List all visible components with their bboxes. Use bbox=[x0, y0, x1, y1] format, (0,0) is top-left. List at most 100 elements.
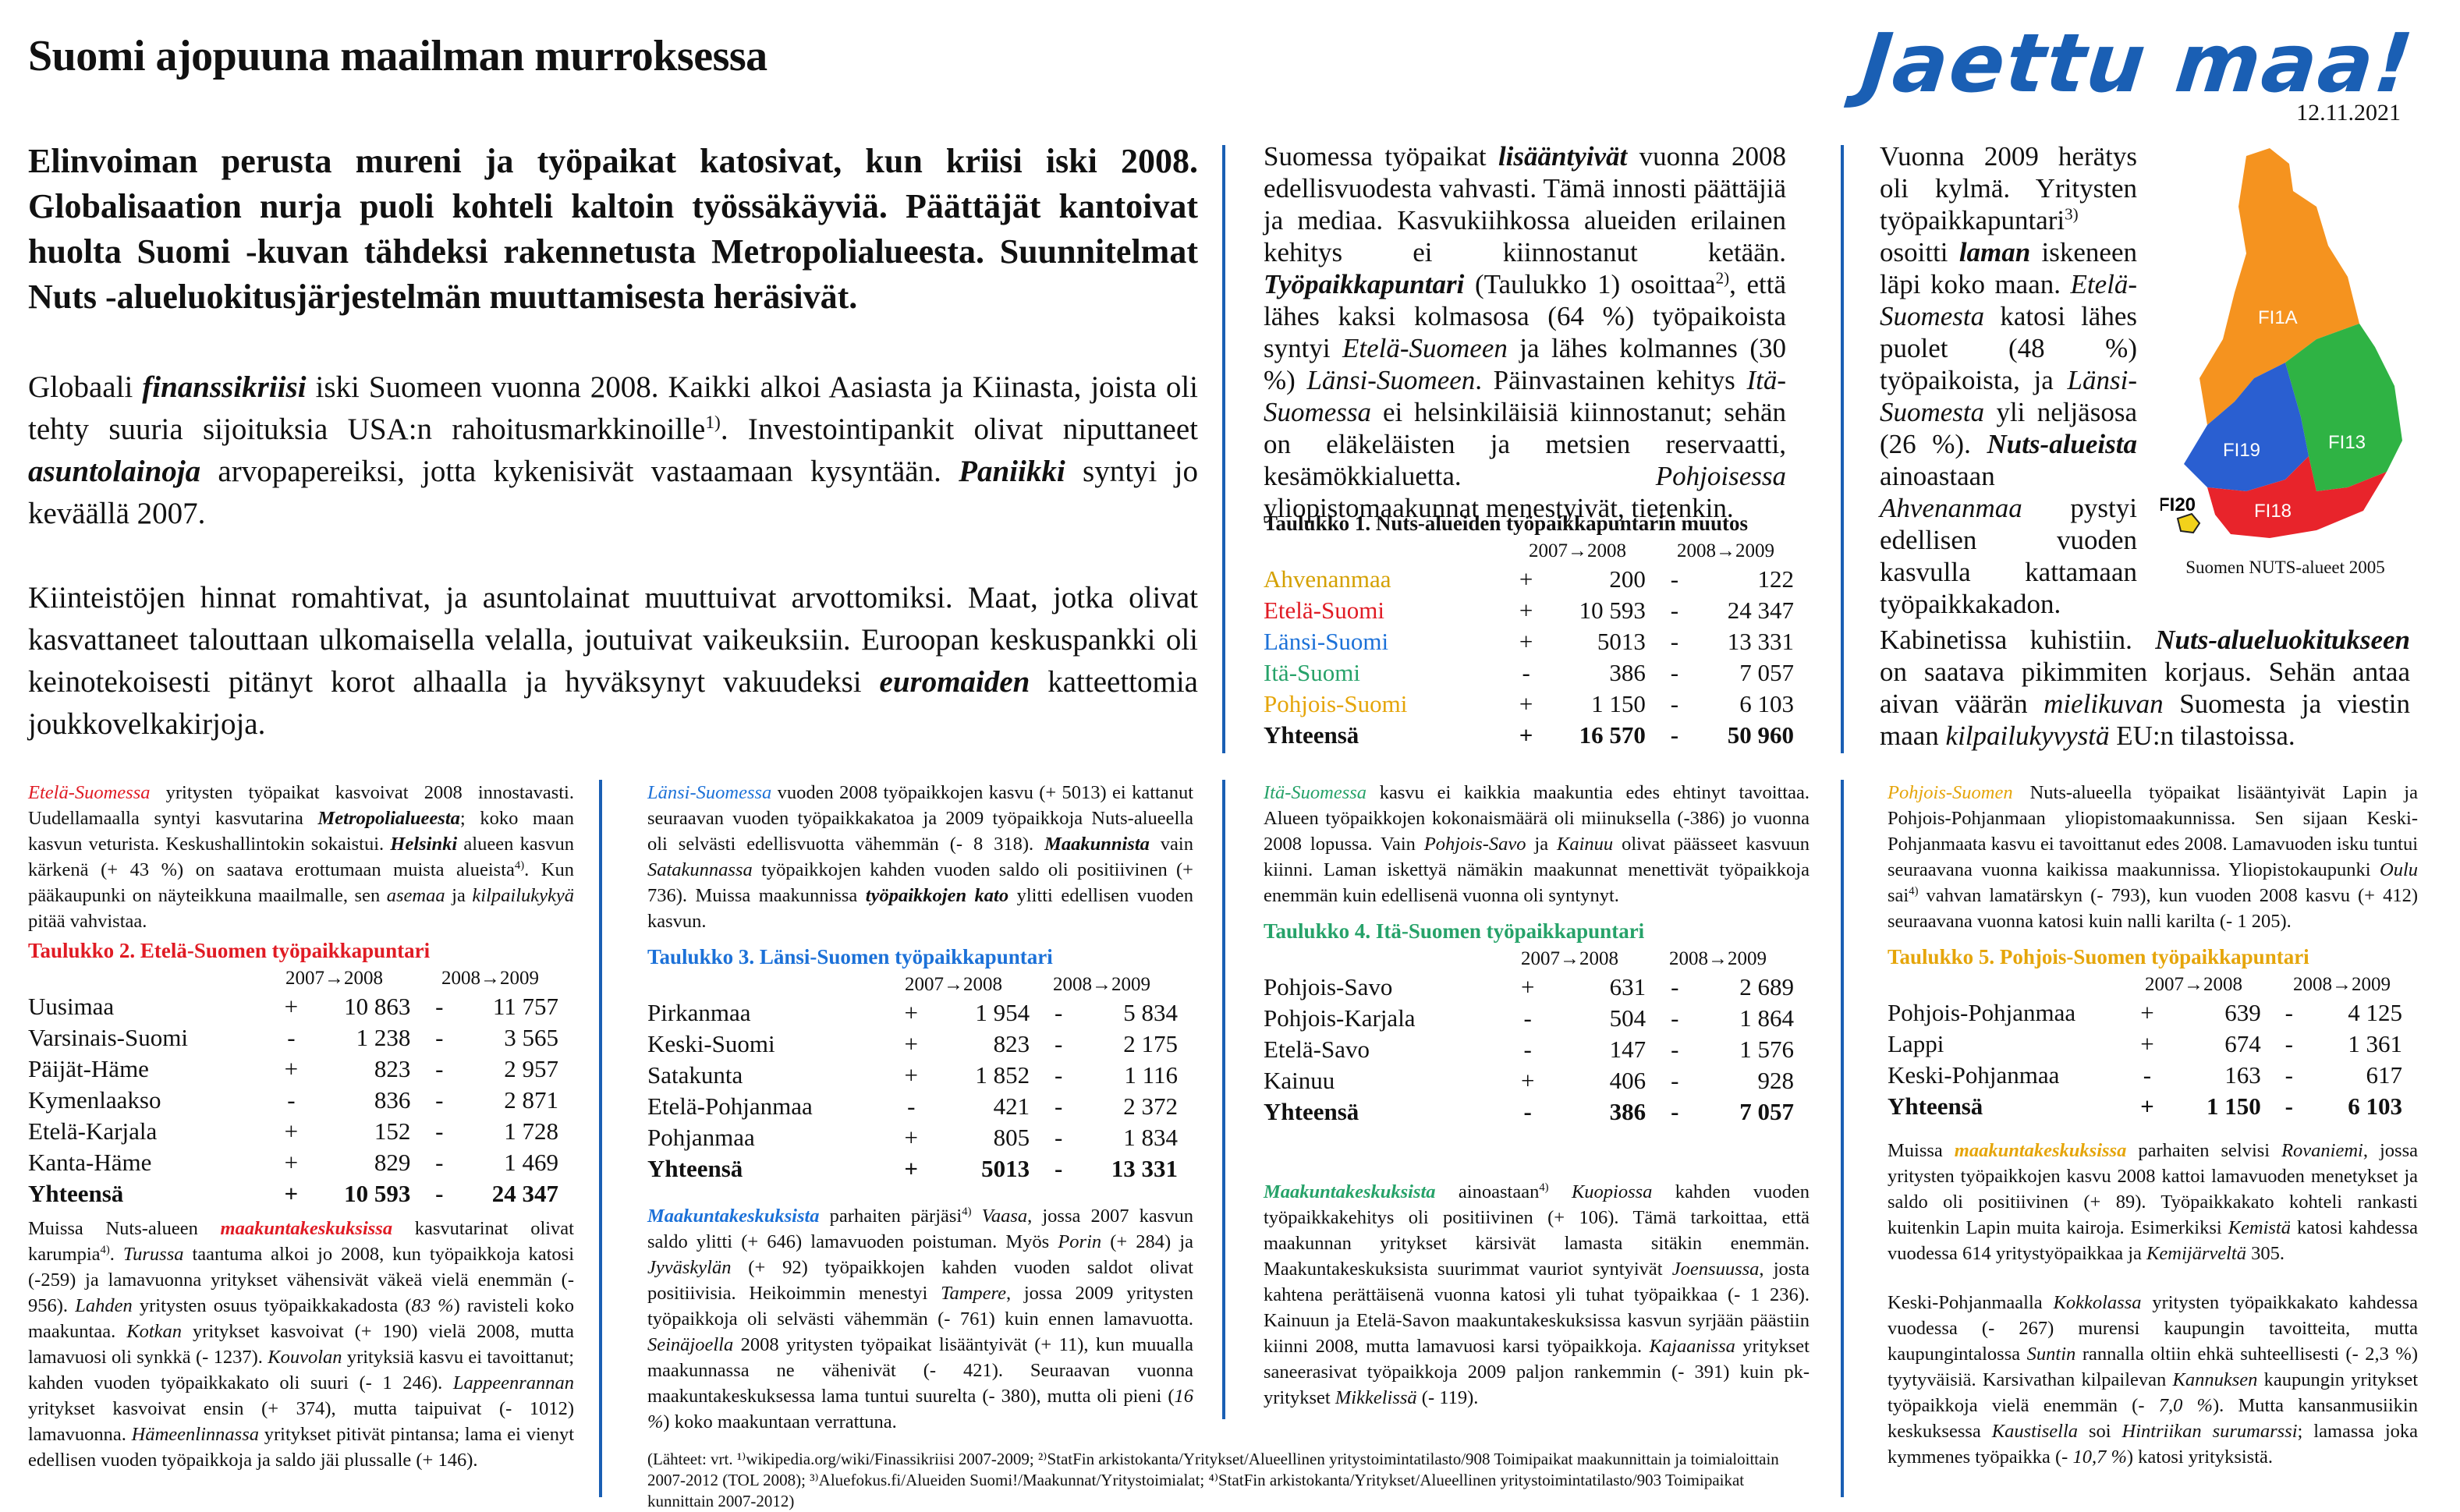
table-cell: 10 863 bbox=[344, 993, 411, 1020]
divider bbox=[1222, 780, 1225, 1419]
table-cell: 24 347 bbox=[491, 1180, 558, 1207]
intro-paragraph-1: Globaali finanssikriisi iski Suomeen vuo… bbox=[28, 370, 1199, 530]
table-row: Itä-Suomi -386-7 057 bbox=[1264, 657, 1810, 689]
table-cell: - bbox=[2285, 999, 2293, 1026]
north-intro: Pohjois-Suomen Nuts-alueella työpaikat l… bbox=[1888, 782, 2418, 932]
logo: Jaettu maa! bbox=[1856, 16, 2419, 111]
table-cell: - bbox=[435, 1024, 444, 1051]
table-row: Pohjois-Pohjanmaa +639- 4 125 bbox=[1888, 997, 2418, 1029]
nuts-map: FI1A FI13 FI19 FI18 FI20 Suomen NUTS-alu… bbox=[2158, 144, 2410, 581]
table-cell: - bbox=[1522, 659, 1530, 686]
table-cell: Pohjois-Karjala bbox=[1264, 1004, 1416, 1032]
table-cell: - bbox=[2285, 1092, 2293, 1120]
south-outro: Muissa Nuts-alueen maakuntakeskuksissa k… bbox=[28, 1218, 575, 1471]
table-cell: 1 150 bbox=[1591, 690, 1646, 717]
table-row: Keski-Pohjanmaa -163-617 bbox=[1888, 1060, 2418, 1091]
table-cell: - bbox=[1523, 1036, 1532, 1063]
table-cell: Kanta-Häme bbox=[28, 1149, 152, 1176]
table-cell: 406 bbox=[1609, 1067, 1646, 1094]
table-row: Pohjois-Savo +631- 2 689 bbox=[1264, 972, 1810, 1003]
table4: Pohjois-Savo +631-2 689 Pohjois-Karjala -50… bbox=[1264, 972, 1810, 1128]
table-cell: Yhteensä bbox=[28, 1180, 124, 1207]
table-cell: 805 bbox=[993, 1124, 1030, 1151]
table-cell: - bbox=[1670, 721, 1679, 749]
divider bbox=[1222, 145, 1225, 753]
table-cell: 1 852 bbox=[975, 1061, 1030, 1089]
table-cell: - bbox=[435, 1086, 444, 1114]
table-row: Ahvenanmaa +200- 122 bbox=[1264, 564, 1810, 595]
map-label-fi19: FI19 bbox=[2223, 440, 2260, 461]
table-row: Kainuu +406- 928 bbox=[1264, 1065, 1810, 1096]
east-section: Itä-Suomessa kasvu ei kaikkia maakuntia … bbox=[1264, 780, 1810, 1411]
table-cell: Pohjois-Suomi bbox=[1264, 690, 1408, 717]
table4-header: 2007→2008 2008→2009 bbox=[1521, 948, 1767, 969]
table3: Pirkanmaa +1 954-5 834 Keski-Suomi +823-2 1… bbox=[647, 997, 1193, 1184]
table-cell: Kainuu bbox=[1264, 1067, 1335, 1094]
table-cell: + bbox=[284, 993, 299, 1020]
table-cell: - bbox=[435, 1180, 444, 1207]
map-region-fi19 bbox=[2184, 363, 2309, 491]
table-cell: - bbox=[2285, 1061, 2293, 1089]
table-cell: 11 757 bbox=[492, 993, 558, 1020]
table-cell: 6 103 bbox=[1739, 690, 1794, 717]
table-cell: 152 bbox=[374, 1117, 411, 1145]
table-cell: Yhteensä bbox=[1264, 721, 1359, 749]
table-row: Länsi-Suomi +5013- 13 331 bbox=[1264, 626, 1810, 657]
table-cell: 617 bbox=[2366, 1061, 2403, 1089]
table-cell: Itä-Suomi bbox=[1264, 659, 1360, 686]
south-section: Etelä-Suomessa yritysten työpaikat kasvo… bbox=[28, 780, 574, 1473]
table-row: Etelä-Suomi +10 593- 24 347 bbox=[1264, 595, 1810, 626]
table-row: Pirkanmaa +1 954- 5 834 bbox=[647, 997, 1193, 1029]
table-cell: 50 960 bbox=[1727, 721, 1794, 749]
table-cell: + bbox=[1519, 690, 1533, 717]
table-cell: Pohjanmaa bbox=[647, 1124, 755, 1151]
map-region-fi20 bbox=[2176, 512, 2201, 534]
lead-paragraph: Elinvoiman perusta mureni ja työpaikat k… bbox=[28, 142, 1198, 316]
sources: (Lähteet: vrt. ¹⁾wikipedia.org/wiki/Fina… bbox=[647, 1450, 1779, 1510]
table-cell: 1 954 bbox=[975, 999, 1030, 1026]
map-region-fi18 bbox=[2207, 456, 2387, 538]
table-cell: 13 331 bbox=[1727, 628, 1794, 655]
table4-caption: Taulukko 4. Itä-Suomen työpaikkapuntari bbox=[1264, 919, 1645, 943]
table-cell: 200 bbox=[1609, 565, 1646, 593]
west-intro: Länsi-Suomessa vuoden 2008 työpaikkojen … bbox=[647, 782, 1193, 932]
table-cell: + bbox=[284, 1117, 299, 1145]
table-cell: - bbox=[1671, 1036, 1679, 1063]
table-cell: 674 bbox=[2224, 1030, 2261, 1057]
table-cell: Yhteensä bbox=[1888, 1092, 1983, 1120]
table-cell: + bbox=[1519, 565, 1533, 593]
table3-caption: Taulukko 3. Länsi-Suomen työpaikkapuntar… bbox=[647, 945, 1053, 968]
table1-header: 2007→2008 2008→2009 bbox=[1529, 540, 1774, 561]
table-cell: 1 576 bbox=[1739, 1036, 1794, 1063]
table-cell: Yhteensä bbox=[647, 1155, 743, 1182]
table-cell: 1 116 bbox=[1124, 1061, 1178, 1089]
north-section: Pohjois-Suomen Nuts-alueella työpaikat l… bbox=[1888, 780, 2418, 1470]
table-cell: - bbox=[1523, 1004, 1532, 1032]
table-cell: 2 372 bbox=[1123, 1092, 1178, 1120]
table-cell: - bbox=[1670, 690, 1679, 717]
table-cell: Keski-Suomi bbox=[647, 1030, 775, 1057]
table-row: Satakunta +1 852- 1 116 bbox=[647, 1060, 1193, 1091]
table-row: Etelä-Savo -147-1 576 bbox=[1264, 1034, 1810, 1065]
table-cell: - bbox=[1054, 1124, 1063, 1151]
map-region-fi1a bbox=[2199, 148, 2359, 425]
table-cell: Keski-Pohjanmaa bbox=[1888, 1061, 2060, 1089]
table-cell: + bbox=[904, 1061, 918, 1089]
table-row: Etelä-Pohjanmaa -421-2 372 bbox=[647, 1091, 1193, 1122]
table-cell: 10 593 bbox=[344, 1180, 411, 1207]
table-cell: Päijät-Häme bbox=[28, 1055, 149, 1082]
table-cell: 6 103 bbox=[2348, 1092, 2402, 1120]
table-row: Yhteensä -386-7 057 bbox=[1264, 1096, 1810, 1128]
map-caption: Suomen NUTS-alueet 2005 bbox=[2185, 558, 2385, 577]
table-cell: 639 bbox=[2224, 999, 2261, 1026]
table-cell: Länsi-Suomi bbox=[1264, 628, 1389, 655]
col4-text-2: Kabinetissa kuhistiin. Nuts-alueluokituk… bbox=[1880, 625, 2410, 751]
table-cell: - bbox=[1671, 1098, 1679, 1125]
table-cell: - bbox=[1054, 1092, 1063, 1120]
table-cell: - bbox=[1671, 1067, 1679, 1094]
table-row: Yhteensä +16 570- 50 960 bbox=[1264, 720, 1810, 751]
table-cell: 504 bbox=[1609, 1004, 1646, 1032]
table-cell: - bbox=[1054, 1030, 1063, 1057]
table-cell: 7 057 bbox=[1739, 1098, 1794, 1125]
table-cell: Pohjois-Savo bbox=[1264, 973, 1393, 1000]
